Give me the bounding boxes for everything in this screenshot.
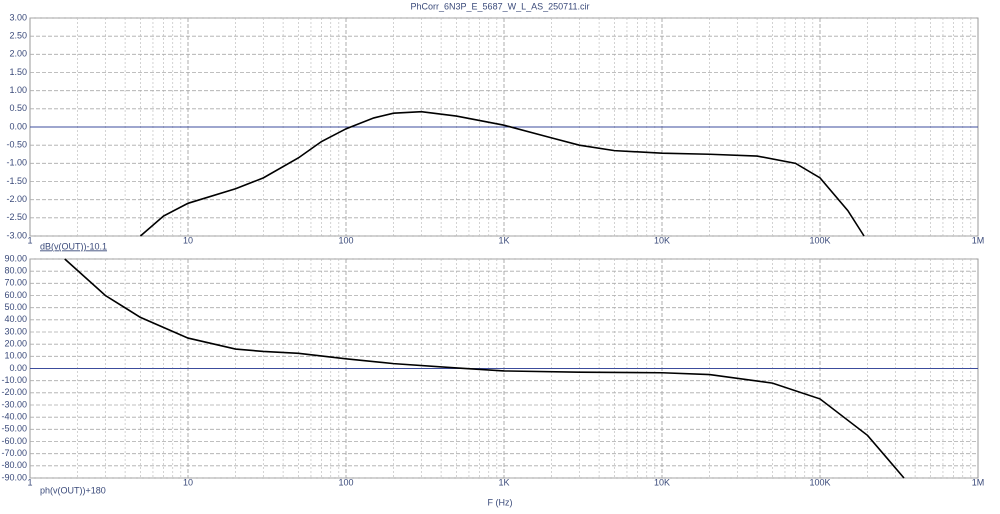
y-tick-label: 2.50 — [9, 31, 27, 41]
y-tick-label: -20.00 — [1, 387, 27, 397]
y-tick-label: -10.00 — [1, 375, 27, 385]
x-tick-label: 1K — [498, 477, 509, 487]
y-tick-label: 60.00 — [4, 290, 27, 300]
y-tick-label: -80.00 — [1, 460, 27, 470]
y-tick-label: -3.00 — [6, 230, 27, 240]
y-tick-label: -30.00 — [1, 399, 27, 409]
chart-title: PhCorr_6N3P_E_5687_W_L_AS_250711.cir — [411, 1, 590, 11]
trace — [64, 258, 905, 479]
y-tick-label: -1.00 — [6, 158, 27, 168]
y-tick-label: -70.00 — [1, 448, 27, 458]
y-tick-label: 3.00 — [9, 12, 27, 22]
x-tick-label: 1 — [27, 235, 32, 245]
y-tick-label: -50.00 — [1, 424, 27, 434]
y-tick-label: 1.00 — [9, 85, 27, 95]
y-tick-label: -2.50 — [6, 212, 27, 222]
x-tick-label: 1M — [972, 477, 985, 487]
y-tick-label: -60.00 — [1, 436, 27, 446]
y-tick-label: 30.00 — [4, 326, 27, 336]
y-label: dB(v(OUT))-10.1 — [40, 241, 107, 251]
x-tick-label: 10K — [654, 235, 670, 245]
x-tick-label: 1 — [27, 477, 32, 487]
x-tick-label: 100K — [809, 477, 830, 487]
x-tick-label: 10 — [183, 235, 193, 245]
y-tick-label: 90.00 — [4, 253, 27, 263]
y-tick-label: 2.00 — [9, 49, 27, 59]
y-label: ph(v(OUT))+180 — [40, 485, 106, 495]
y-tick-label: 80.00 — [4, 266, 27, 276]
y-tick-label: 40.00 — [4, 314, 27, 324]
y-tick-label: 0.00 — [9, 363, 27, 373]
y-tick-label: 0.50 — [9, 103, 27, 113]
x-tick-label: 10K — [654, 477, 670, 487]
y-tick-label: -1.50 — [6, 176, 27, 186]
y-tick-label: 50.00 — [4, 302, 27, 312]
y-tick-label: -2.00 — [6, 194, 27, 204]
y-tick-label: 20.00 — [4, 339, 27, 349]
y-tick-label: 70.00 — [4, 278, 27, 288]
y-tick-label: 0.00 — [9, 121, 27, 131]
x-tick-label: 1K — [498, 235, 509, 245]
x-tick-label: 100 — [338, 477, 353, 487]
y-tick-label: -40.00 — [1, 412, 27, 422]
x-label: F (Hz) — [488, 497, 513, 507]
y-tick-label: -90.00 — [1, 472, 27, 482]
x-tick-label: 100K — [809, 235, 830, 245]
x-tick-label: 100 — [338, 235, 353, 245]
y-tick-label: -0.50 — [6, 140, 27, 150]
x-tick-label: 10 — [183, 477, 193, 487]
y-tick-label: 1.50 — [9, 67, 27, 77]
y-tick-label: 10.00 — [4, 351, 27, 361]
x-tick-label: 1M — [972, 235, 985, 245]
trace — [139, 110, 865, 237]
